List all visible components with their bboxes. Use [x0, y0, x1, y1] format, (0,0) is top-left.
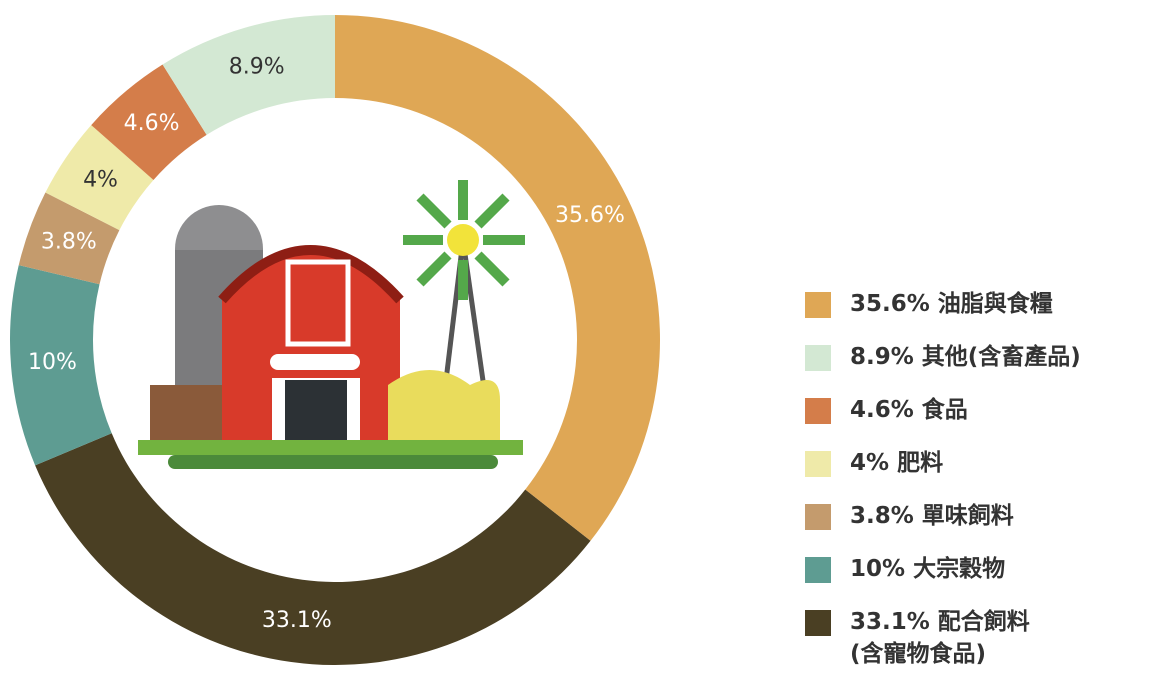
legend-item: 4% 肥料: [805, 447, 1081, 500]
legend-value: 33.1%: [850, 609, 930, 635]
legend: 35.6% 油脂與食糧 8.9% 其他(含畜產品) 4.6% 食品 4% 肥料 3.8% 單味飼料…: [805, 288, 1081, 659]
slice-label: 3.8%: [41, 229, 97, 254]
legend-swatch: [805, 292, 831, 318]
legend-value: 3.8%: [850, 503, 914, 529]
legend-item: 4.6% 食品: [805, 394, 1081, 447]
legend-item: 35.6% 油脂與食糧: [805, 288, 1081, 341]
page: 35.6% 8.9% 4.6% 4% 3.8% 10% 33.1% 35.6% 油脂與食糧 8.…: [0, 0, 1150, 697]
legend-value: 4%: [850, 450, 889, 476]
legend-text: 10% 大宗穀物: [850, 553, 1005, 585]
legend-label: 肥料: [897, 450, 943, 476]
legend-text: 4% 肥料: [850, 447, 943, 479]
illustration: [138, 180, 525, 469]
legend-swatch: [805, 451, 831, 477]
slice-label: 4.6%: [124, 111, 180, 136]
legend-label: 油脂與食糧: [938, 291, 1053, 317]
legend-swatch: [805, 557, 831, 583]
legend-text: 4.6% 食品: [850, 394, 968, 426]
legend-value: 10%: [850, 556, 905, 582]
legend-swatch: [805, 345, 831, 371]
legend-value: 8.9%: [850, 344, 914, 370]
legend-label: 食品: [922, 397, 968, 423]
legend-value: 4.6%: [850, 397, 914, 423]
slice-label: 4%: [83, 168, 118, 193]
legend-item: 8.9% 其他(含畜產品): [805, 341, 1081, 394]
legend-text: 35.6% 油脂與食糧: [850, 288, 1053, 320]
slice-label: 35.6%: [555, 203, 625, 228]
legend-item: 3.8% 單味飼料: [805, 500, 1081, 553]
legend-text: 8.9% 其他(含畜產品): [850, 341, 1081, 373]
legend-swatch: [805, 398, 831, 424]
legend-swatch: [805, 504, 831, 530]
legend-label: 大宗穀物: [913, 556, 1005, 582]
slice-label: 8.9%: [229, 55, 285, 80]
legend-item: 33.1%配合飼料 (含寵物食品): [805, 606, 1081, 659]
legend-value: 35.6%: [850, 291, 930, 317]
legend-swatch: [805, 610, 831, 636]
chart: 35.6% 8.9% 4.6% 4% 3.8% 10% 33.1%: [0, 0, 700, 697]
legend-text: 33.1%配合飼料 (含寵物食品): [850, 606, 1030, 670]
legend-label: 其他(含畜產品): [922, 344, 1081, 370]
legend-text: 3.8% 單味飼料: [850, 500, 1014, 532]
legend-label: 單味飼料: [922, 503, 1014, 529]
slice-label: 10%: [28, 350, 77, 375]
slice-label: 33.1%: [262, 608, 332, 633]
legend-item: 10% 大宗穀物: [805, 553, 1081, 606]
